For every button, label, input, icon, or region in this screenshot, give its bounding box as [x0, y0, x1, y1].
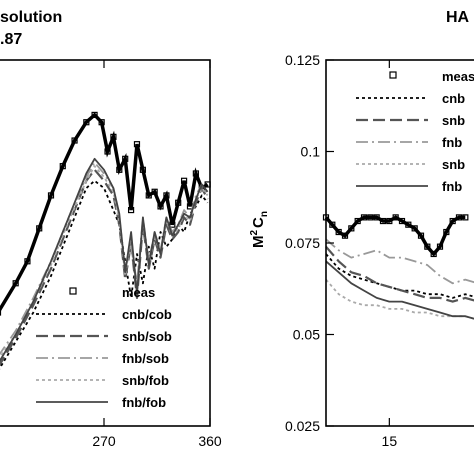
left-legend-label-1: cnb/cob — [122, 307, 172, 322]
right-y-tick-label-1: 0.1 — [301, 144, 321, 160]
left-series-3-line — [0, 161, 209, 356]
right-chart-y-axis-label: M2 Cn — [249, 211, 270, 248]
left-series-0-marker-0 — [0, 309, 2, 316]
right-legend-label-3: fnb — [442, 135, 462, 150]
left-chart-panel: solution .87 270 360 meas cnb/cob snb/sob fn… — [0, 9, 222, 449]
left-series-5-line — [0, 157, 209, 363]
y-axis-label-main: C — [250, 217, 267, 228]
right-legend-label-2: snb — [442, 113, 465, 128]
right-y-tick-label-4: 0.025 — [285, 418, 320, 434]
right-chart-title: HA — [446, 9, 470, 26]
left-legend-label-5: fnb/fob — [122, 395, 166, 410]
right-series-0-band — [324, 215, 466, 257]
left-series-0-band — [0, 112, 209, 313]
right-y-tick-label-0: 0.125 — [285, 52, 320, 68]
right-legend-label-4: snb — [442, 157, 465, 172]
left-chart-series — [0, 111, 211, 370]
left-series-2-line — [0, 168, 209, 367]
left-chart-title-line-2: .87 — [0, 31, 22, 48]
right-chart-ticks: 15 0.125 0.1 0.075 0.05 0.025 — [285, 52, 397, 449]
right-legend-marker-0 — [389, 71, 397, 79]
right-series-2-line — [325, 245, 474, 303]
left-series-4-line — [0, 165, 209, 359]
right-legend-label-1: cnb — [442, 91, 465, 106]
left-legend-label-3: fnb/sob — [122, 351, 169, 366]
right-legend-label-5: fnb — [442, 179, 462, 194]
right-chart-legend: meas cnb snb fnb snb fnb — [356, 69, 474, 194]
left-chart-title-line-1: solution — [0, 9, 62, 26]
left-legend-label-4: snb/fob — [122, 373, 169, 388]
left-legend-marker-0 — [69, 287, 77, 295]
right-series-4-line — [325, 279, 474, 320]
left-legend-label-0: meas — [122, 285, 155, 300]
left-plot-frame — [0, 59, 211, 427]
y-axis-label-base: M — [250, 236, 267, 249]
right-y-tick-label-2: 0.075 — [285, 235, 320, 251]
left-chart-legend: meas cnb/cob snb/sob fnb/sob snb/fob fnb/fob — [36, 285, 172, 410]
y-axis-label-subscript: n — [259, 211, 270, 217]
y-axis-label-superscript: 2 — [249, 230, 260, 236]
right-chart-series — [322, 214, 474, 320]
right-x-tick-label-0: 15 — [382, 433, 398, 449]
right-series-3-line — [325, 238, 474, 285]
right-y-tick-label-3: 0.05 — [293, 327, 320, 343]
right-legend-label-0: meas — [442, 69, 474, 84]
left-x-tick-label-1: 360 — [198, 433, 222, 449]
right-series-1-line — [325, 253, 474, 299]
left-legend-label-2: snb/sob — [122, 329, 172, 344]
right-series-5-line — [325, 260, 474, 320]
right-chart-panel: HA M2 Cn 15 0.125 0.1 0.075 0.05 0.025 meas cnb… — [249, 9, 474, 449]
left-chart-ticks: 270 360 — [92, 60, 222, 449]
left-x-tick-label-0: 270 — [92, 433, 116, 449]
left-series-1-line — [0, 179, 209, 370]
